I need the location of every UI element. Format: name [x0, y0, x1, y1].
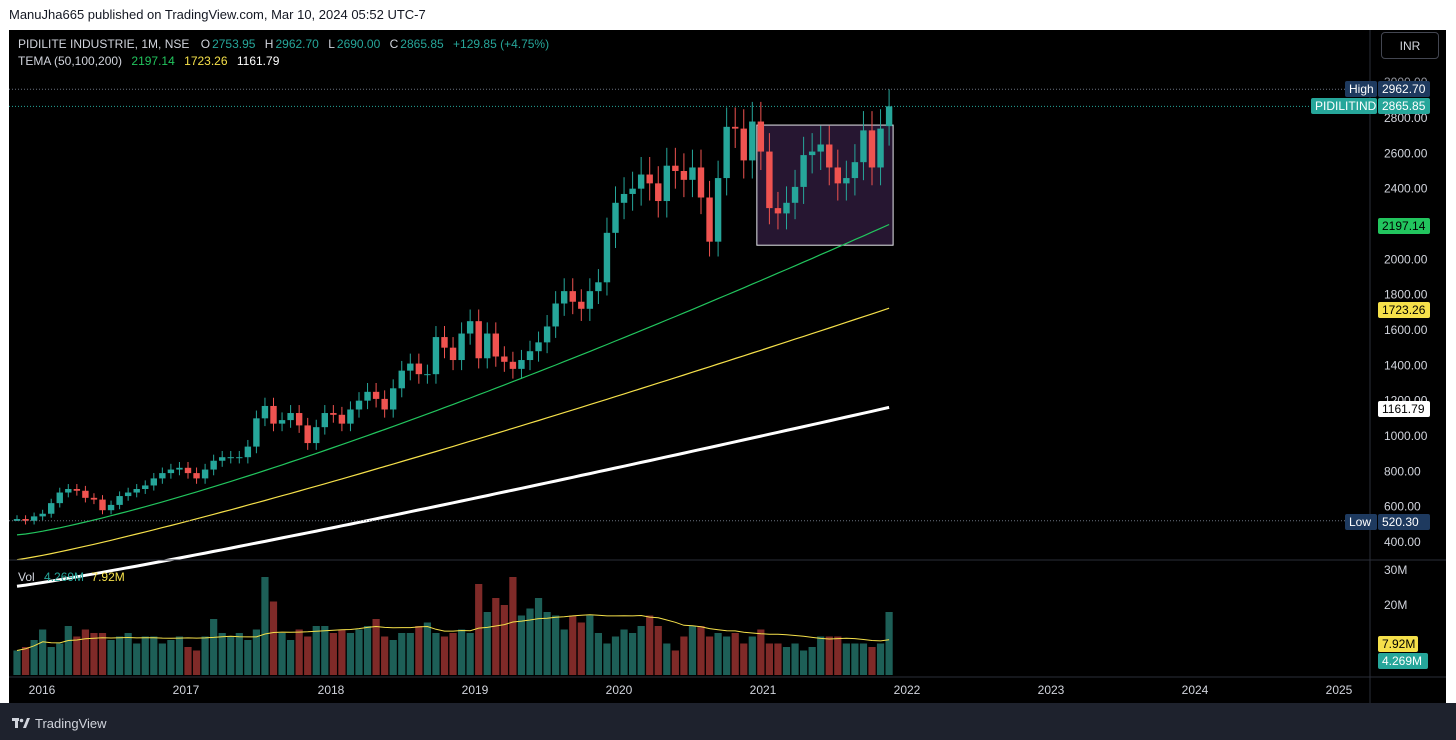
currency-button[interactable]: INR [1381, 32, 1439, 59]
legend-vol: Vol 4.269M 7.92M [18, 570, 127, 584]
footer-bar: TradingView [0, 703, 1456, 740]
tradingview-logo[interactable]: TradingView [12, 716, 107, 731]
legend-vol-label: Vol [18, 570, 35, 584]
legend-c-label: C [389, 37, 399, 51]
legend-vol-1: 4.269M [44, 570, 85, 584]
publish-text: ManuJha665 published on TradingView.com,… [9, 7, 426, 22]
legend-c-value: 2865.85 [400, 37, 444, 51]
legend-tema-3: 1161.79 [236, 54, 280, 68]
header-bar: ManuJha665 published on TradingView.com,… [0, 0, 1456, 30]
legend-tema-label: TEMA (50,100,200) [18, 54, 123, 68]
chart-frame[interactable] [9, 30, 1446, 703]
tradingview-logo-icon [12, 717, 30, 728]
legend-l-value: 2690.00 [336, 37, 381, 51]
legend-tema: TEMA (50,100,200) 2197.14 1723.26 1161.7… [18, 54, 281, 68]
legend-change: +129.85 (+4.75%) [453, 37, 550, 51]
legend-l-label: L [328, 37, 335, 51]
legend-o-value: 2753.95 [212, 37, 256, 51]
legend-ohlc: PIDILITE INDUSTRIE, 1M, NSE O 2753.95 H 29… [18, 37, 551, 51]
legend-o-label: O [200, 37, 211, 51]
legend-tema-1: 2197.14 [131, 54, 175, 68]
legend-h-label: H [264, 37, 274, 51]
tradingview-brand: TradingView [35, 716, 107, 731]
legend-h-value: 2962.70 [275, 37, 319, 51]
legend-vol-2: 7.92M [91, 570, 125, 584]
legend-symbol: PIDILITE INDUSTRIE, 1M, NSE [18, 37, 190, 51]
legend-tema-2: 1723.26 [184, 54, 228, 68]
